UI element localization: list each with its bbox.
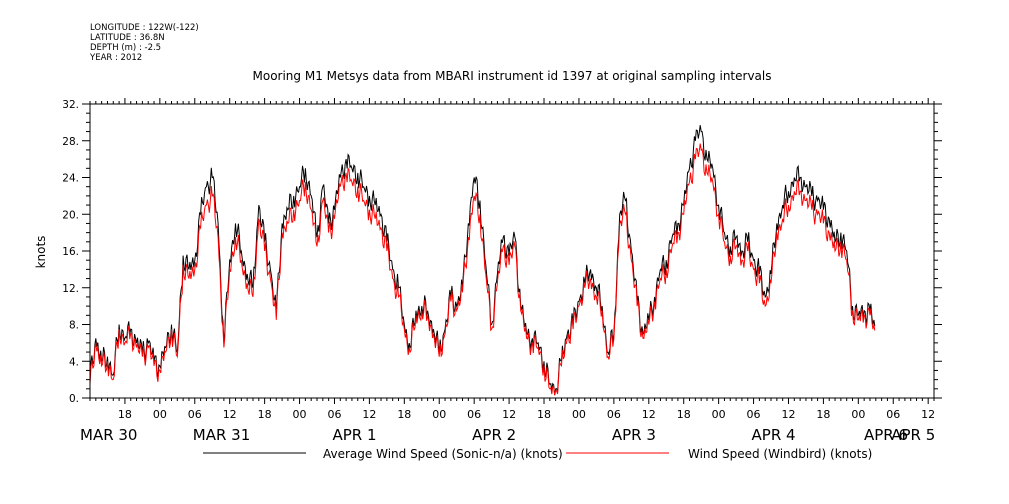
plot-lines — [89, 125, 876, 396]
x-day-label: APR 3 — [612, 426, 656, 444]
x-tick-label: 00 — [572, 408, 586, 421]
y-axis-label: knots — [34, 236, 48, 269]
y-tick-label: 8. — [69, 320, 79, 332]
y-tick-label: 4. — [69, 356, 79, 368]
x-tick-label: 06 — [747, 408, 761, 421]
x-day-label: APR 6 — [864, 426, 908, 444]
header-year: YEAR : 2012 — [89, 53, 142, 63]
x-tick-label: 00 — [712, 408, 726, 421]
y-tick-label: 20. — [62, 209, 79, 221]
y-tick-label: 0. — [69, 393, 79, 405]
x-tick-label: 18 — [537, 408, 551, 421]
x-day-label: APR 1 — [332, 426, 376, 444]
header-depth: DEPTH (m) : -2.5 — [90, 43, 161, 53]
x-tick-label: 06 — [886, 408, 900, 421]
x-day-label: MAR 31 — [193, 426, 250, 444]
x-tick-label: 12 — [781, 408, 795, 421]
y-axis-ticks: 0. 4. 8. 12. 16. 20. 24. 28. 32. — [62, 99, 942, 405]
x-tick-label: 06 — [467, 408, 481, 421]
x-day-label: MAR 30 — [80, 426, 137, 444]
x-tick-label: 18 — [816, 408, 830, 421]
x-tick-label: 18 — [258, 408, 272, 421]
x-tick-label: 12 — [642, 408, 656, 421]
x-tick-label: 12 — [362, 408, 376, 421]
x-tick-label: 18 — [677, 408, 691, 421]
x-tick-label: 12 — [223, 408, 237, 421]
x-tick-label: 00 — [293, 408, 307, 421]
x-day-label: APR 2 — [472, 426, 516, 444]
x-tick-label: 06 — [327, 408, 341, 421]
y-tick-label: 24. — [62, 173, 79, 185]
x-tick-label: 12 — [502, 408, 516, 421]
y-tick-label: 16. — [62, 246, 79, 258]
chart-title: Mooring M1 Metsys data from MBARI instru… — [253, 69, 772, 83]
legend-label-sonic: Average Wind Speed (Sonic-n/a) (knots) — [323, 447, 563, 461]
x-tick-label: 00 — [851, 408, 865, 421]
series-line-sonic — [89, 125, 876, 396]
x-day-label: APR 5 — [891, 426, 935, 444]
x-tick-label: 18 — [118, 408, 132, 421]
x-tick-label: 06 — [188, 408, 202, 421]
series-line-windbird — [89, 143, 876, 396]
y-tick-label: 12. — [62, 283, 79, 295]
x-tick-label: 12 — [921, 408, 935, 421]
x-tick-label: 06 — [607, 408, 621, 421]
x-tick-label: 00 — [153, 408, 167, 421]
y-tick-label: 28. — [62, 136, 79, 148]
plot-frame — [89, 103, 935, 399]
x-axis-ticks: 18 00 06 12 18 00 06 12 18 00 06 12 18 00 06 12 18 00 06 12… — [80, 98, 935, 444]
x-day-label: APR 4 — [752, 426, 796, 444]
x-tick-label: 00 — [432, 408, 446, 421]
legend: Average Wind Speed (Sonic-n/a) (knots) W… — [203, 447, 872, 461]
header-longitude: LONGITUDE : 122W(-122) — [90, 23, 199, 33]
metadata-header: LONGITUDE : 122W(-122) LATITUDE : 36.8N … — [89, 23, 199, 63]
header-latitude: LATITUDE : 36.8N — [90, 33, 165, 43]
legend-label-windbird: Wind Speed (Windbird) (knots) — [688, 447, 872, 461]
x-tick-label: 18 — [397, 408, 411, 421]
y-tick-label: 32. — [62, 99, 79, 111]
